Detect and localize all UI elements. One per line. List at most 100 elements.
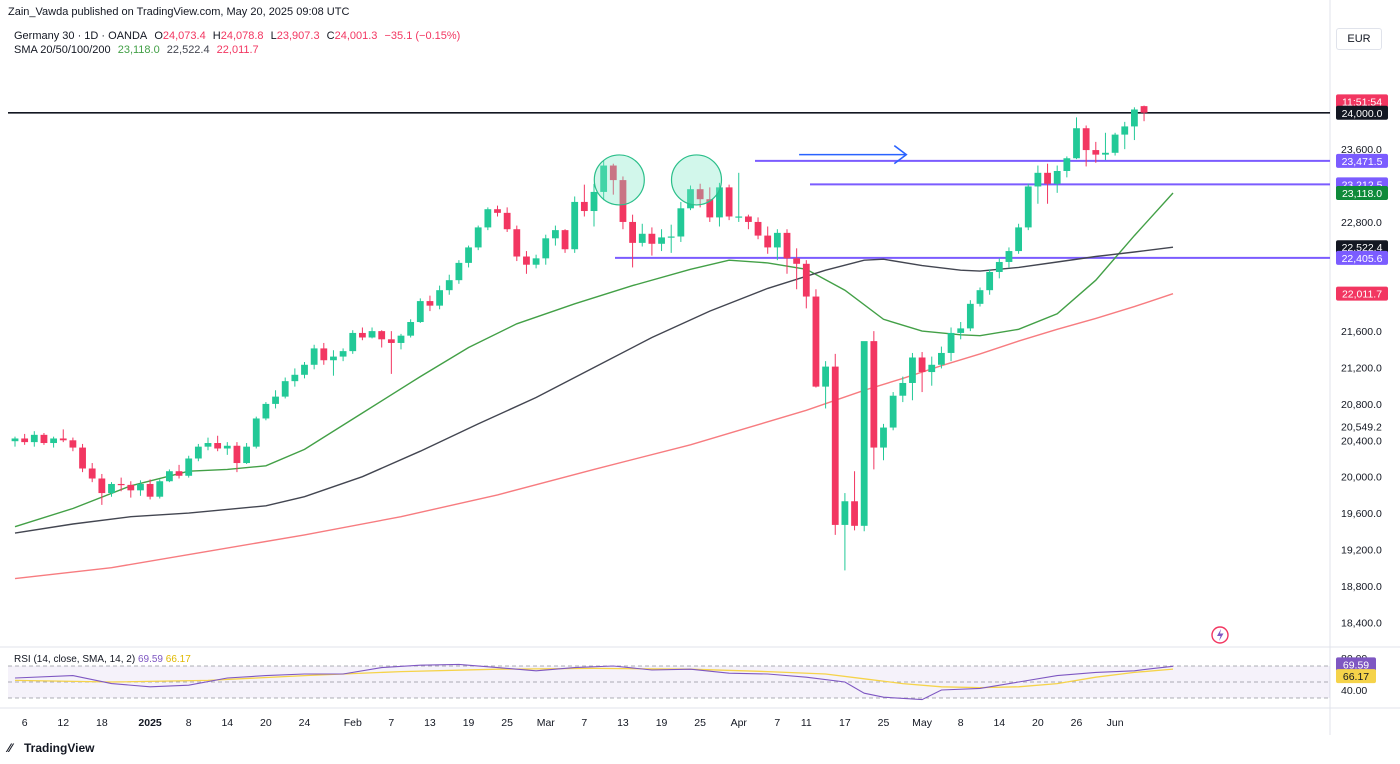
candle[interactable] — [243, 443, 250, 464]
candle[interactable] — [523, 251, 530, 274]
candle[interactable] — [918, 352, 926, 393]
candle[interactable] — [359, 327, 366, 341]
candle[interactable] — [146, 479, 154, 500]
candle[interactable] — [938, 346, 945, 369]
candle[interactable] — [484, 207, 492, 231]
candle[interactable] — [667, 224, 675, 253]
candle[interactable] — [272, 390, 279, 409]
candle[interactable] — [233, 442, 241, 473]
candle[interactable] — [503, 207, 511, 232]
candle[interactable] — [320, 342, 328, 365]
candle[interactable] — [909, 352, 916, 401]
candle[interactable] — [552, 225, 559, 246]
candle[interactable] — [831, 353, 839, 535]
candle[interactable] — [947, 327, 955, 362]
candle[interactable] — [658, 229, 665, 252]
candle[interactable] — [764, 226, 772, 254]
candle[interactable] — [735, 172, 743, 222]
candle[interactable] — [542, 234, 550, 265]
candle[interactable] — [291, 368, 299, 387]
candle[interactable] — [223, 442, 231, 455]
candle[interactable] — [860, 341, 868, 532]
rsi-value-tag[interactable]: 69.59 — [1336, 657, 1376, 672]
candle[interactable] — [629, 214, 636, 268]
candle[interactable] — [783, 229, 791, 274]
candle[interactable] — [1082, 125, 1090, 167]
candle[interactable] — [194, 443, 202, 462]
candle[interactable] — [88, 463, 96, 483]
candle[interactable] — [638, 223, 646, 247]
rsi-legend[interactable]: RSI (14, close, SMA, 14, 2) 69.59 66.17 — [14, 654, 191, 665]
candle[interactable] — [436, 285, 443, 310]
candle[interactable] — [330, 350, 337, 376]
candle[interactable] — [301, 362, 308, 379]
candle[interactable] — [1131, 107, 1138, 141]
candle[interactable] — [204, 437, 212, 451]
candle[interactable] — [1034, 165, 1042, 204]
lightning-icon[interactable] — [1211, 626, 1229, 644]
candle[interactable] — [339, 348, 347, 362]
candle[interactable] — [50, 436, 57, 448]
sma100-line[interactable] — [14, 293, 1174, 580]
price-tag[interactable]: 23,471.5 — [1336, 153, 1388, 168]
tradingview-logo[interactable]: ⁄⁄ TradingView — [8, 741, 94, 755]
candle[interactable] — [773, 229, 781, 261]
candle[interactable] — [812, 289, 820, 388]
candle[interactable] — [1111, 132, 1119, 156]
candle[interactable] — [378, 330, 386, 348]
candle[interactable] — [706, 187, 714, 222]
candle[interactable] — [600, 160, 608, 201]
candle[interactable] — [571, 196, 579, 253]
price-tag[interactable]: 22,405.6 — [1336, 250, 1388, 265]
candle[interactable] — [1053, 165, 1061, 193]
candle[interactable] — [30, 431, 38, 447]
candle[interactable] — [387, 331, 395, 374]
candle[interactable] — [349, 330, 357, 354]
candle[interactable] — [793, 248, 801, 290]
candle[interactable] — [79, 443, 86, 473]
candle[interactable] — [214, 435, 222, 452]
candle[interactable] — [1063, 156, 1071, 178]
candle[interactable] — [397, 333, 405, 350]
candle[interactable] — [687, 185, 694, 211]
candle[interactable] — [745, 214, 752, 230]
candle[interactable] — [513, 225, 521, 262]
candle[interactable] — [880, 423, 887, 461]
rsi-ma-tag[interactable]: 66.17 — [1336, 669, 1376, 684]
candle[interactable] — [310, 344, 318, 370]
symbol-name[interactable]: Germany 30 · 1D · OANDA — [14, 30, 148, 42]
candle[interactable] — [966, 300, 974, 332]
price-tag[interactable]: 11:51:54 — [1336, 94, 1388, 109]
candle[interactable] — [98, 473, 106, 505]
candle[interactable] — [1073, 117, 1080, 160]
candle[interactable] — [127, 481, 135, 498]
candle[interactable] — [986, 269, 994, 295]
candle[interactable] — [426, 295, 434, 312]
sma50-line[interactable] — [14, 246, 1174, 534]
candle[interactable] — [1005, 247, 1013, 268]
candle[interactable] — [1015, 223, 1022, 254]
candle[interactable] — [368, 327, 376, 339]
candle[interactable] — [995, 258, 1003, 279]
candle[interactable] — [262, 402, 270, 421]
candle[interactable] — [465, 245, 472, 268]
highlight-circle[interactable] — [670, 154, 723, 206]
candle[interactable] — [580, 184, 588, 217]
candle[interactable] — [870, 331, 878, 470]
candle[interactable] — [474, 225, 482, 251]
candle[interactable] — [407, 319, 415, 338]
candle[interactable] — [1102, 132, 1109, 161]
price-tag[interactable]: 24,000.0 — [1336, 105, 1388, 120]
sma-legend[interactable]: SMA 20/50/100/200 23,118.0 22,522.4 22,0… — [14, 44, 263, 56]
candle[interactable] — [494, 205, 501, 217]
candle[interactable] — [802, 260, 810, 309]
candle[interactable] — [889, 392, 897, 431]
rsi-ma-line[interactable] — [14, 667, 1174, 689]
rsi-line[interactable] — [14, 663, 1174, 701]
price-tag[interactable]: 23,118.0 — [1336, 186, 1388, 201]
candle[interactable] — [166, 469, 173, 483]
candle[interactable] — [928, 356, 936, 386]
candle[interactable] — [59, 429, 67, 443]
candle[interactable] — [156, 479, 164, 499]
